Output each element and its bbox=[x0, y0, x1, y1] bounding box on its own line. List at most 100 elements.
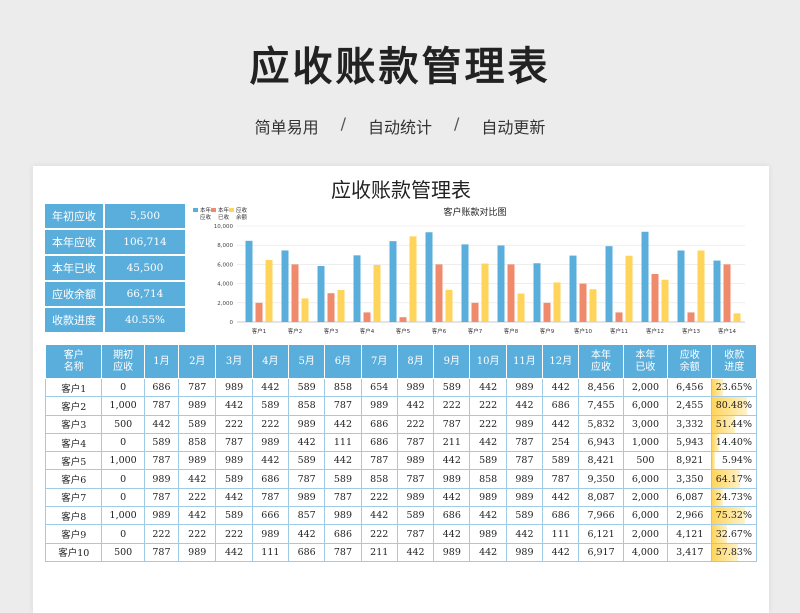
table-cell[interactable]: 989 bbox=[251, 432, 290, 453]
table-cell[interactable]: 500 bbox=[622, 451, 669, 471]
table-cell[interactable]: 5,943 bbox=[667, 432, 713, 453]
table-cell[interactable]: 686 bbox=[324, 524, 362, 544]
column-header[interactable]: 12月 bbox=[542, 344, 580, 379]
table-cell[interactable]: 787 bbox=[433, 414, 471, 434]
table-cell[interactable]: 442 bbox=[469, 542, 507, 562]
column-header[interactable]: 5月 bbox=[287, 344, 326, 379]
progress-cell[interactable]: 5.94% bbox=[711, 451, 757, 471]
table-cell[interactable]: 442 bbox=[542, 377, 580, 398]
table-cell[interactable]: 254 bbox=[542, 432, 580, 453]
table-cell[interactable]: 442 bbox=[215, 542, 253, 562]
customer-name-cell[interactable]: 客户6 bbox=[44, 469, 103, 489]
table-cell[interactable]: 442 bbox=[469, 506, 507, 526]
table-cell[interactable]: 3,350 bbox=[667, 469, 713, 489]
table-cell[interactable]: 442 bbox=[215, 396, 253, 416]
table-cell[interactable]: 3,332 bbox=[667, 414, 713, 434]
table-cell[interactable]: 442 bbox=[287, 432, 326, 453]
table-cell[interactable]: 686 bbox=[542, 506, 580, 526]
summary-value[interactable]: 5,500 bbox=[103, 204, 185, 228]
table-cell[interactable]: 589 bbox=[396, 506, 435, 526]
table-cell[interactable]: 442 bbox=[287, 524, 326, 544]
table-cell[interactable]: 787 bbox=[324, 396, 362, 416]
table-cell[interactable]: 858 bbox=[178, 432, 217, 453]
table-cell[interactable]: 442 bbox=[542, 414, 580, 434]
table-cell[interactable]: 989 bbox=[215, 377, 253, 398]
table-cell[interactable]: 989 bbox=[396, 487, 435, 508]
table-cell[interactable]: 4,000 bbox=[622, 542, 669, 562]
table-cell[interactable]: 589 bbox=[469, 451, 507, 471]
table-cell[interactable]: 989 bbox=[505, 469, 544, 489]
table-cell[interactable]: 442 bbox=[396, 542, 435, 562]
summary-value[interactable]: 40.55% bbox=[103, 308, 185, 332]
customer-name-cell[interactable]: 客户2 bbox=[44, 396, 103, 416]
table-cell[interactable]: 442 bbox=[433, 487, 471, 508]
table-cell[interactable]: 989 bbox=[143, 506, 180, 526]
column-header[interactable]: 8月 bbox=[396, 344, 435, 379]
table-cell[interactable]: 787 bbox=[396, 469, 435, 489]
table-cell[interactable]: 8,087 bbox=[578, 487, 624, 508]
table-cell[interactable]: 222 bbox=[251, 414, 290, 434]
table-cell[interactable]: 442 bbox=[433, 451, 471, 471]
table-cell[interactable]: 787 bbox=[396, 524, 435, 544]
table-cell[interactable]: 6,943 bbox=[578, 432, 624, 453]
table-cell[interactable]: 222 bbox=[469, 414, 507, 434]
table-cell[interactable]: 442 bbox=[469, 432, 507, 453]
table-cell[interactable]: 442 bbox=[324, 414, 362, 434]
table-cell[interactable]: 442 bbox=[542, 487, 580, 508]
column-header[interactable]: 4月 bbox=[251, 344, 290, 379]
table-cell[interactable]: 442 bbox=[433, 524, 471, 544]
column-header[interactable]: 7月 bbox=[360, 344, 398, 379]
table-cell[interactable]: 2,455 bbox=[667, 396, 713, 416]
progress-cell[interactable]: 75.32% bbox=[711, 506, 757, 526]
table-cell[interactable]: 500 bbox=[101, 542, 145, 562]
table-cell[interactable]: 989 bbox=[287, 487, 326, 508]
table-cell[interactable]: 589 bbox=[287, 377, 326, 398]
column-header[interactable]: 3月 bbox=[215, 344, 253, 379]
table-cell[interactable]: 442 bbox=[469, 377, 507, 398]
table-cell[interactable]: 787 bbox=[324, 487, 362, 508]
table-cell[interactable]: 442 bbox=[178, 506, 217, 526]
table-cell[interactable]: 9,350 bbox=[578, 469, 624, 489]
table-cell[interactable]: 2,000 bbox=[622, 377, 669, 398]
table-cell[interactable]: 222 bbox=[215, 524, 253, 544]
table-cell[interactable]: 787 bbox=[178, 377, 217, 398]
table-cell[interactable]: 442 bbox=[178, 469, 217, 489]
table-cell[interactable]: 222 bbox=[360, 487, 398, 508]
column-header[interactable]: 6月 bbox=[324, 344, 362, 379]
table-cell[interactable]: 6,087 bbox=[667, 487, 713, 508]
table-cell[interactable]: 787 bbox=[143, 451, 180, 471]
table-cell[interactable]: 2,000 bbox=[622, 524, 669, 544]
table-cell[interactable]: 589 bbox=[433, 377, 471, 398]
table-cell[interactable]: 211 bbox=[433, 432, 471, 453]
table-cell[interactable]: 787 bbox=[143, 542, 180, 562]
table-cell[interactable]: 787 bbox=[143, 396, 180, 416]
table-cell[interactable]: 989 bbox=[505, 377, 544, 398]
table-cell[interactable]: 686 bbox=[360, 432, 398, 453]
table-cell[interactable]: 666 bbox=[251, 506, 290, 526]
table-cell[interactable]: 0 bbox=[101, 432, 145, 453]
table-cell[interactable]: 442 bbox=[542, 542, 580, 562]
table-cell[interactable]: 686 bbox=[360, 414, 398, 434]
table-cell[interactable]: 1,000 bbox=[101, 396, 145, 416]
table-cell[interactable]: 222 bbox=[178, 487, 217, 508]
table-cell[interactable]: 6,000 bbox=[622, 469, 669, 489]
table-cell[interactable]: 442 bbox=[505, 524, 544, 544]
table-cell[interactable]: 442 bbox=[505, 396, 544, 416]
table-cell[interactable]: 1,000 bbox=[622, 432, 669, 453]
table-cell[interactable]: 6,456 bbox=[667, 377, 713, 398]
table-cell[interactable]: 0 bbox=[101, 487, 145, 508]
table-cell[interactable]: 0 bbox=[101, 377, 145, 398]
column-header[interactable]: 9月 bbox=[433, 344, 471, 379]
table-cell[interactable]: 989 bbox=[324, 506, 362, 526]
customer-name-cell[interactable]: 客户1 bbox=[44, 377, 103, 398]
progress-cell[interactable]: 23.65% bbox=[711, 377, 757, 398]
table-cell[interactable]: 787 bbox=[324, 542, 362, 562]
progress-cell[interactable]: 24.73% bbox=[711, 487, 757, 508]
table-cell[interactable]: 787 bbox=[251, 487, 290, 508]
customer-name-cell[interactable]: 客户7 bbox=[44, 487, 103, 508]
column-header[interactable]: 收款 进度 bbox=[711, 344, 757, 379]
table-cell[interactable]: 989 bbox=[433, 542, 471, 562]
table-cell[interactable]: 989 bbox=[251, 524, 290, 544]
table-cell[interactable]: 989 bbox=[396, 377, 435, 398]
table-cell[interactable]: 989 bbox=[433, 469, 471, 489]
